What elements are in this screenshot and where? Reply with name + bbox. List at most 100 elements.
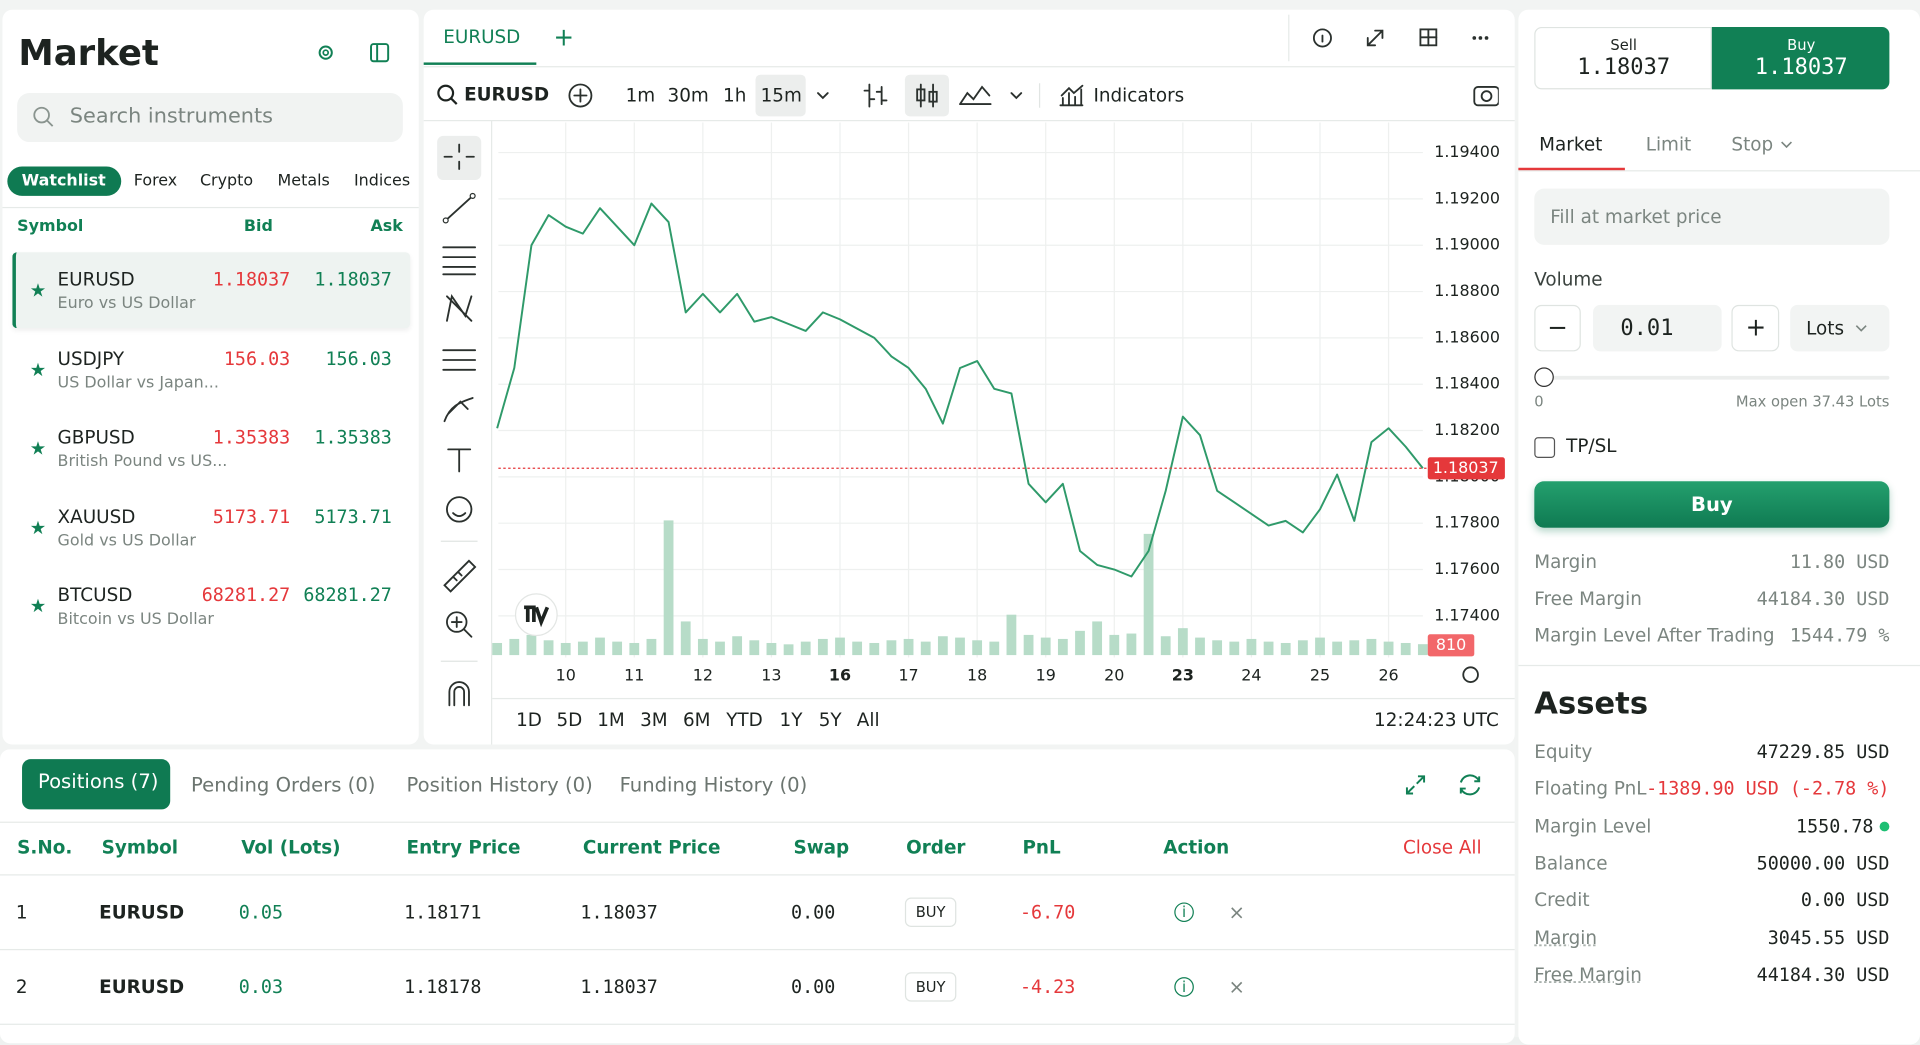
prediction-tool[interactable]	[442, 349, 477, 371]
range-button[interactable]: 3M	[640, 708, 668, 732]
crosshair-tool[interactable]	[443, 143, 475, 170]
settings-icon-core	[322, 49, 330, 56]
x-tick-label: 16	[829, 665, 851, 684]
volume-bar	[560, 642, 571, 656]
positions-tab[interactable]: Positions (7)	[37, 769, 159, 793]
market-title: Market	[18, 31, 159, 74]
chart-type-menu[interactable]	[1010, 92, 1023, 100]
star-icon[interactable]: ★	[29, 516, 47, 539]
interval[interactable]: 30m	[667, 84, 709, 107]
watch-tab[interactable]: Forex	[133, 172, 178, 191]
more-icon[interactable]	[1472, 36, 1477, 40]
chart-tab[interactable]: EURUSD	[443, 25, 521, 48]
symbol[interactable]: EURUSD	[464, 83, 550, 106]
instrument-symbol[interactable]: USDJPY	[57, 347, 125, 370]
indicators[interactable]: Indicators	[1093, 84, 1185, 107]
watch-tab[interactable]: Metals	[277, 172, 330, 191]
indicators-icon[interactable]	[1059, 84, 1084, 107]
range-button[interactable]: 5D	[556, 708, 583, 732]
add-tab[interactable]: +	[553, 22, 574, 52]
watch-tab-bg[interactable]	[7, 166, 122, 196]
axis-settings[interactable]	[1462, 666, 1479, 683]
pattern-tool[interactable]	[446, 294, 473, 322]
compare-icon[interactable]	[566, 81, 595, 110]
unit-select[interactable]	[1790, 304, 1890, 352]
range-button[interactable]: YTD	[726, 708, 763, 732]
star-icon[interactable]: ★	[29, 437, 47, 460]
text-tool[interactable]	[447, 448, 472, 473]
range-button[interactable]: 1Y	[779, 708, 803, 732]
range-button[interactable]: All	[856, 708, 880, 732]
watch-tab[interactable]: Watchlist	[21, 172, 106, 191]
slider-handle[interactable]	[1534, 367, 1554, 387]
range-button[interactable]: 5Y	[818, 708, 842, 732]
expand-icon[interactable]	[1366, 29, 1384, 47]
details-icon[interactable]: i	[1174, 902, 1194, 923]
tpsl-checkbox[interactable]	[1534, 437, 1556, 458]
search-box[interactable]	[17, 93, 403, 143]
y-tick-label: 1.17400	[1434, 605, 1500, 624]
area-icon[interactable]	[959, 85, 992, 106]
positions-tab[interactable]: Funding History (0)	[619, 773, 808, 797]
candles-icon[interactable]	[919, 83, 934, 108]
close-icon[interactable]: ×	[1228, 900, 1245, 924]
increase-button[interactable]	[1731, 304, 1780, 352]
star-icon[interactable]: ★	[29, 279, 47, 302]
instrument-symbol[interactable]: EURUSD	[57, 268, 135, 291]
panel-toggle-icon[interactable]	[370, 43, 390, 63]
details-icon[interactable]: i	[1174, 977, 1194, 997]
close-icon[interactable]: ×	[1228, 975, 1245, 999]
instrument-ask: 156.03	[325, 347, 392, 370]
instrument-symbol[interactable]: XAUUSD	[57, 505, 136, 528]
magnet-tool[interactable]	[448, 681, 470, 707]
range-button[interactable]: 6M	[682, 708, 711, 732]
fill-note: Fill at market price	[1550, 205, 1722, 228]
bars-icon[interactable]	[863, 83, 888, 108]
positions-tab-bg[interactable]	[22, 759, 171, 810]
chart-toolbar	[423, 73, 1515, 122]
interval[interactable]: 15m	[760, 84, 802, 107]
buy-quote-button[interactable]	[1711, 26, 1890, 90]
settings-icon[interactable]	[318, 45, 333, 60]
fib-tool[interactable]	[442, 246, 477, 276]
position-symbol: EURUSD	[99, 901, 185, 924]
interval[interactable]: 1m	[625, 84, 656, 107]
zoom-tool[interactable]	[446, 611, 468, 633]
order-tab[interactable]: Market	[1539, 133, 1603, 156]
divider	[0, 874, 1515, 876]
sell-button[interactable]	[1534, 26, 1712, 90]
summary-label: Free Margin	[1534, 587, 1642, 610]
instrument-symbol[interactable]: GBPUSD	[57, 426, 135, 449]
watch-tab[interactable]: Indices	[353, 172, 411, 191]
range-button[interactable]: 1D	[516, 708, 542, 732]
decrease-button[interactable]	[1534, 304, 1581, 352]
instrument-symbol[interactable]: BTCUSD	[57, 584, 133, 607]
positions-tab[interactable]: Position History (0)	[406, 773, 593, 797]
watch-tab[interactable]: Crypto	[199, 172, 254, 191]
star-icon[interactable]: ★	[29, 595, 47, 618]
buy-button[interactable]	[1534, 481, 1890, 528]
positions-tab[interactable]: Pending Orders (0)	[191, 773, 376, 797]
order-tab[interactable]: Limit	[1645, 133, 1692, 156]
interval-menu[interactable]	[817, 92, 829, 100]
asset-value: -1389.90 USD (-2.78 %)	[1646, 777, 1890, 800]
info-icon[interactable]	[1312, 28, 1332, 48]
ruler-tool[interactable]	[443, 559, 477, 593]
instrument-description: Euro vs US Dollar	[57, 294, 196, 313]
interval[interactable]: 1h	[723, 84, 747, 107]
brush-tool[interactable]	[443, 397, 474, 423]
slider-track[interactable]	[1534, 375, 1890, 380]
refresh-icon[interactable]	[1459, 774, 1481, 796]
order-tab[interactable]: Stop	[1731, 133, 1774, 156]
close-all[interactable]: Close All	[1402, 836, 1482, 859]
row-divider	[0, 1023, 1515, 1025]
volume-bar	[1160, 636, 1171, 656]
emoji-tool[interactable]	[446, 496, 473, 523]
volume-tag	[1427, 634, 1475, 657]
trendline-tool[interactable]	[444, 195, 474, 222]
star-icon[interactable]: ★	[29, 358, 47, 381]
volume-input[interactable]	[1593, 304, 1722, 352]
snapshot-icon[interactable]	[1473, 86, 1499, 107]
range-button[interactable]: 1M	[597, 708, 625, 732]
expand-icon[interactable]	[1405, 775, 1426, 795]
